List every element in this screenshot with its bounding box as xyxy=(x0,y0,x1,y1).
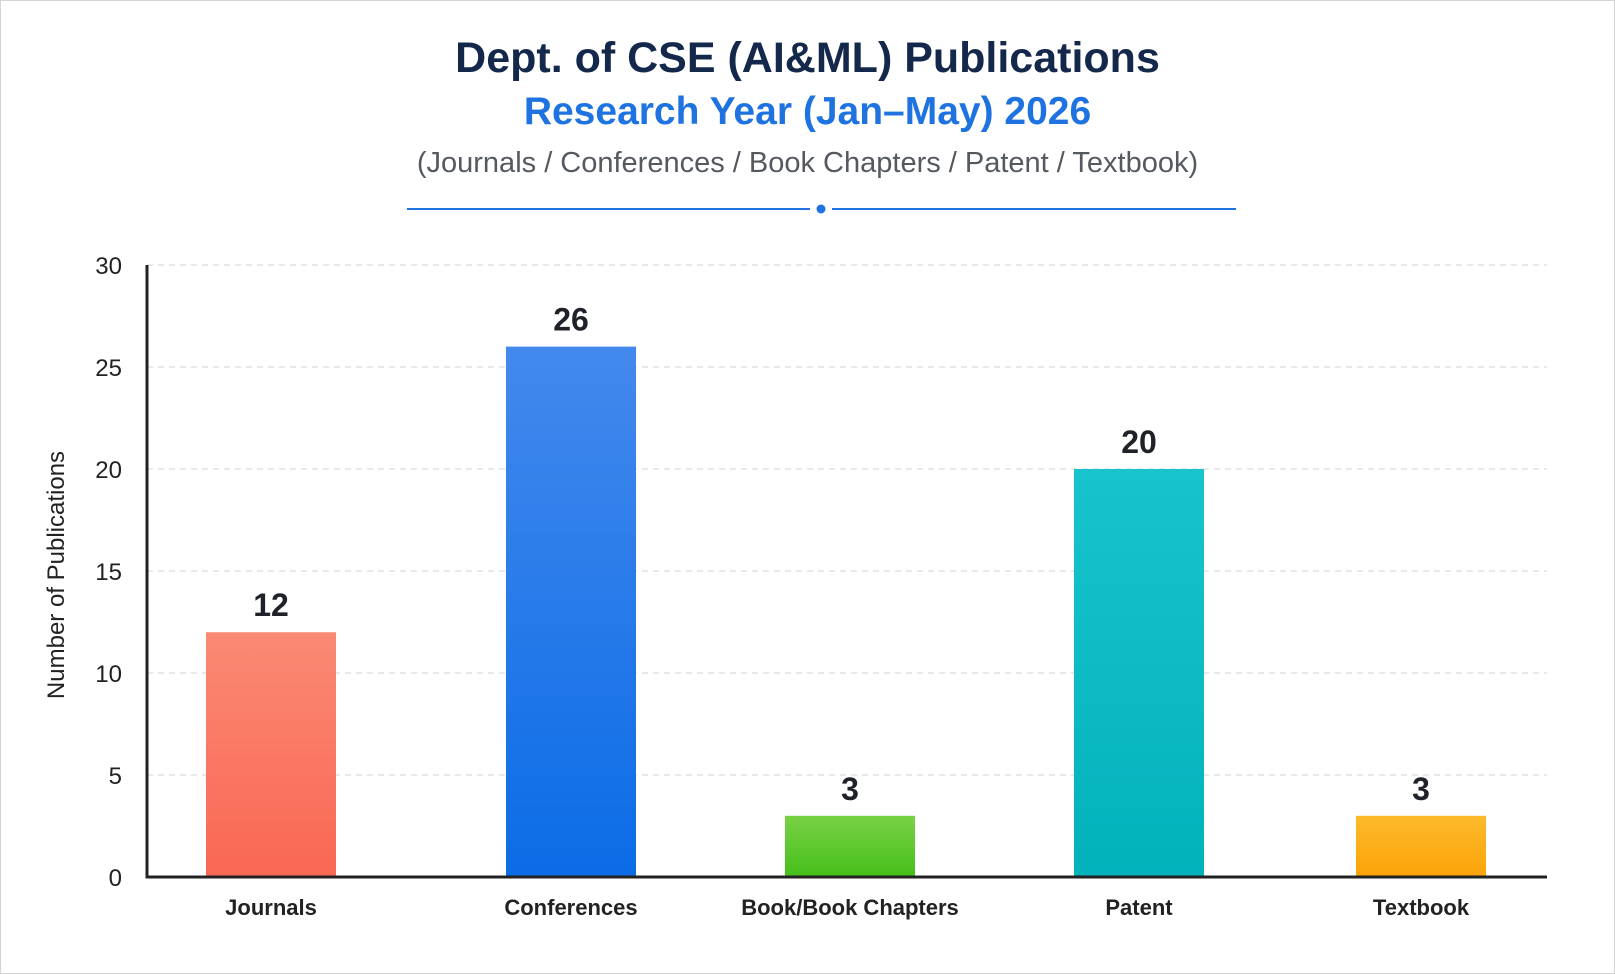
y-axis-ticks: 0 5 10 15 20 25 30 xyxy=(95,253,122,892)
y-tick-label: 25 xyxy=(95,355,122,382)
bar-book-book-chapters xyxy=(785,815,915,877)
y-tick-label: 10 xyxy=(95,661,122,688)
bars xyxy=(206,346,1486,878)
value-label: 3 xyxy=(1412,771,1430,807)
value-label: 3 xyxy=(841,771,859,807)
x-tick-label: Textbook xyxy=(1373,895,1470,920)
x-tick-label: Patent xyxy=(1105,895,1173,920)
y-tick-label: 15 xyxy=(95,559,122,586)
y-tick-label: 20 xyxy=(95,457,122,484)
bar-conferences xyxy=(506,346,636,878)
x-axis-ticks: Journals Conferences Book/Book Chapters Pat… xyxy=(225,895,1470,920)
bar-patent xyxy=(1074,469,1204,877)
value-label: 20 xyxy=(1121,424,1157,460)
y-tick-label: 30 xyxy=(95,253,122,280)
bar-journals xyxy=(206,632,336,877)
value-label: 12 xyxy=(253,587,289,623)
x-tick-label: Book/Book Chapters xyxy=(741,895,959,920)
y-tick-label: 0 xyxy=(109,865,122,892)
value-labels: 12 26 3 20 3 xyxy=(253,302,1430,807)
chart-caption: (Journals / Conferences / Book Chapters … xyxy=(416,147,1199,179)
x-tick-label: Conferences xyxy=(504,895,637,920)
chart-subtitle: Research Year (Jan–May) 2026 xyxy=(523,90,1092,133)
chart-title: Dept. of CSE (AI&ML) Publications xyxy=(455,34,1160,82)
grid-lines xyxy=(147,264,1547,776)
y-tick-label: 5 xyxy=(109,763,122,790)
bar-textbook xyxy=(1356,815,1486,877)
x-tick-label: Journals xyxy=(225,895,317,920)
y-axis-title: Number of Publications xyxy=(43,451,70,699)
value-label: 26 xyxy=(553,302,589,338)
